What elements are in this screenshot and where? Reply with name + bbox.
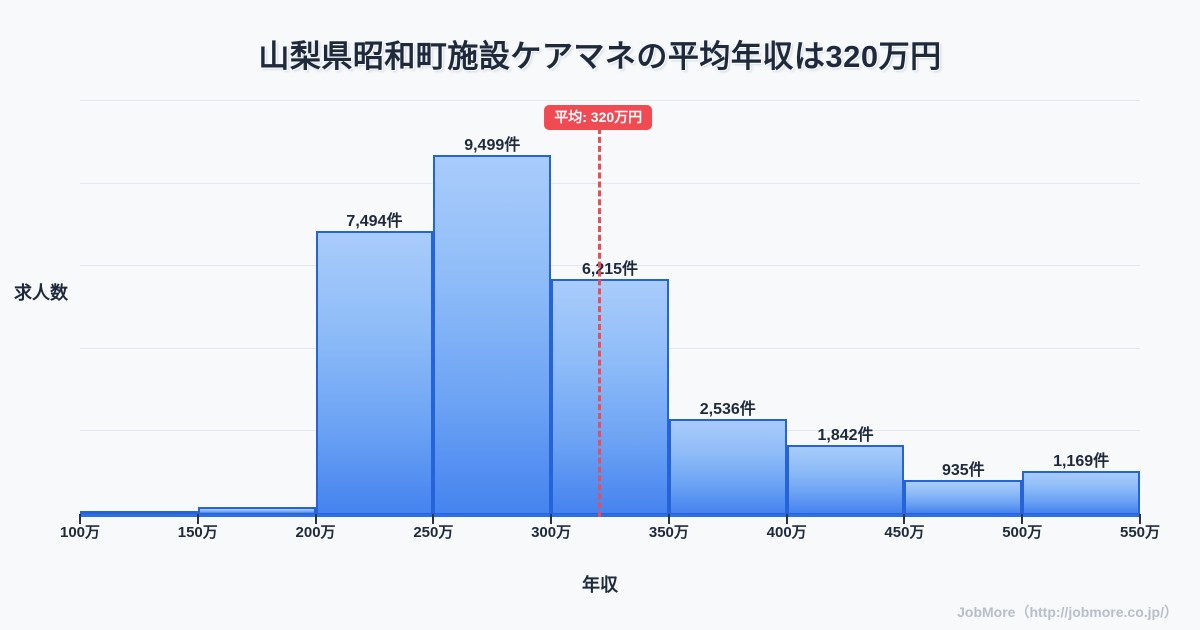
histogram-bar[interactable] [1022,470,1140,515]
x-tick-mark [550,514,553,524]
y-axis-title: 求人数 [14,283,68,303]
x-axis-title: 年収 [582,575,618,595]
x-tick-label: 450万 [884,524,925,541]
bar-value-label: 9,499件 [464,136,521,154]
x-tick-mark [667,514,670,524]
plot-area [80,98,1140,515]
bar-value-label: 2,536件 [699,400,756,418]
x-tick-label: 200万 [295,524,336,541]
histogram-bar[interactable] [551,279,669,515]
x-tick-label: 550万 [1119,524,1161,541]
watermark-credit: JobMore（http://jobmore.co.jp/） [957,604,1178,620]
x-tick-mark [903,514,906,524]
bar-value-label: 7,494件 [346,212,403,230]
bar-value-label: 1,169件 [1053,452,1110,470]
x-tick-label: 400万 [766,524,807,541]
gridline [80,265,1140,266]
x-tick-mark [314,514,317,524]
histogram-bar[interactable] [668,418,787,515]
x-tick-label: 350万 [648,524,689,541]
x-tick-mark [432,514,435,524]
bar-value-label: 1,842件 [817,427,874,445]
page-title: 山梨県昭和町施設ケアマネの平均年収は320万円 [258,39,942,74]
histogram-bar[interactable] [197,506,316,515]
x-tick-label: 100万 [59,524,101,541]
histogram-bar[interactable] [904,479,1023,515]
histogram-bar[interactable] [433,154,552,515]
histogram-bar[interactable] [786,445,905,515]
x-tick-label: 150万 [177,524,218,541]
average-badge[interactable]: 平均: 320万円 [544,105,653,130]
gridline [80,182,1140,184]
histogram-bar[interactable] [315,230,434,515]
x-tick-mark [79,514,81,524]
x-tick-label: 300万 [531,524,572,541]
x-tick-label: 250万 [413,524,454,541]
x-tick-label: 500万 [1002,524,1043,541]
x-tick-mark [196,514,199,524]
x-tick-mark [785,514,788,524]
average-line [598,128,602,517]
x-tick-mark [1139,514,1141,524]
x-axis-baseline [80,514,1141,517]
x-tick-mark [1021,514,1024,524]
bar-value-label: 935件 [941,461,985,479]
gridline [80,100,1140,101]
bar-value-label: 6,215件 [581,261,639,279]
